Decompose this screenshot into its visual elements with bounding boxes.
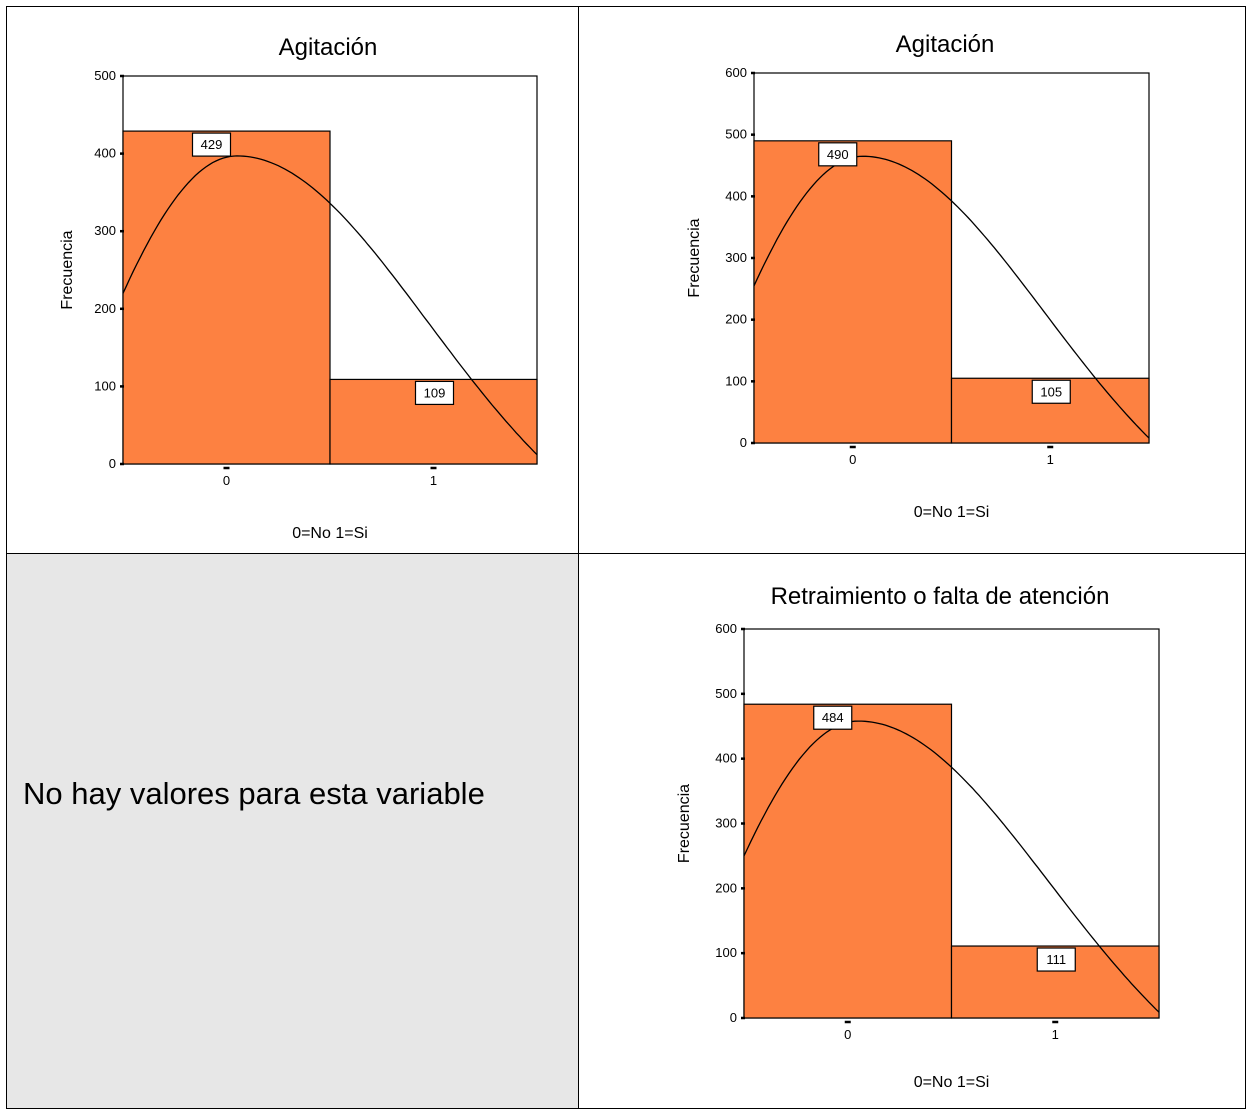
y-tick-label: 500 bbox=[94, 68, 116, 83]
y-tick-label: 400 bbox=[715, 751, 737, 766]
data-label: 105 bbox=[1040, 384, 1062, 399]
y-tick-label: 300 bbox=[94, 223, 116, 238]
data-label: 111 bbox=[1046, 952, 1066, 967]
bar-0 bbox=[122, 130, 331, 465]
y-tick-label: 300 bbox=[725, 250, 747, 265]
y-tick-label: 400 bbox=[725, 188, 747, 203]
y-axis-label: Frecuencia bbox=[676, 784, 693, 863]
y-tick-label: 500 bbox=[715, 686, 737, 701]
data-label-box bbox=[818, 142, 858, 167]
y-tick-label: 100 bbox=[715, 945, 737, 960]
empty-variable-panel: No hay valores para esta variable bbox=[6, 553, 578, 1109]
data-label-box bbox=[813, 705, 853, 730]
chart-panel-agitacion-1: 0 100 200 300 400 500 0 1 429 109 Agitación Frecuen… bbox=[6, 6, 578, 553]
data-label-box bbox=[414, 380, 455, 406]
x-tick-label: 1 bbox=[1052, 1027, 1059, 1042]
y-tick-label: 600 bbox=[725, 65, 747, 80]
x-axis-label: 0=No 1=Si bbox=[914, 504, 990, 521]
x-tick-label: 1 bbox=[430, 473, 437, 488]
data-label: 429 bbox=[201, 137, 223, 152]
data-label-box bbox=[1036, 947, 1076, 972]
x-tick-label: 0 bbox=[844, 1027, 851, 1042]
x-tick-label: 0 bbox=[849, 452, 856, 467]
normal-curve bbox=[122, 155, 538, 456]
y-axis-label: Frecuencia bbox=[686, 218, 703, 297]
no-values-message: No hay valores para esta variable bbox=[23, 776, 485, 811]
chart-title: Agitación bbox=[896, 31, 995, 58]
data-label-box bbox=[191, 132, 232, 157]
chart-title: Agitación bbox=[279, 34, 378, 61]
data-label: 484 bbox=[822, 710, 844, 725]
data-label-box bbox=[1031, 379, 1071, 404]
y-tick-label: 100 bbox=[94, 378, 116, 393]
chart-panel-agitacion-2: 0 100 200 300 400 500 600 0 1 490 105 Agitación Frec… bbox=[578, 6, 1246, 553]
chart-title: Retraimiento o falta de atención bbox=[771, 583, 1110, 610]
y-tick-label: 200 bbox=[94, 301, 116, 316]
y-tick-label: 100 bbox=[725, 373, 747, 388]
normal-curve bbox=[753, 155, 1150, 439]
y-tick-label: 600 bbox=[715, 621, 737, 636]
x-axis-label: 0=No 1=Si bbox=[292, 525, 368, 542]
x-tick-label: 0 bbox=[223, 473, 230, 488]
y-tick-label: 400 bbox=[94, 146, 116, 161]
data-label: 109 bbox=[424, 385, 446, 400]
chart-panel-retraimiento: 0 100 200 300 400 500 600 0 1 484 111 Retraimiento … bbox=[578, 553, 1246, 1109]
y-axis-label: Frecuencia bbox=[59, 230, 76, 309]
data-label: 490 bbox=[827, 147, 849, 162]
x-axis-label: 0=No 1=Si bbox=[914, 1074, 990, 1091]
y-tick-label: 0 bbox=[730, 1010, 737, 1025]
y-tick-label: 300 bbox=[715, 816, 737, 831]
chart-retraimiento: 0 100 200 300 400 500 600 0 1 484 111 Retraimiento … bbox=[676, 583, 1160, 1091]
y-tick-label: 500 bbox=[725, 127, 747, 142]
y-tick-label: 0 bbox=[740, 435, 747, 450]
x-tick-label: 1 bbox=[1047, 452, 1054, 467]
chart-agitacion-2: 0 100 200 300 400 500 600 0 1 490 105 Agitación Frec… bbox=[686, 31, 1150, 521]
y-tick-label: 200 bbox=[715, 880, 737, 895]
bar-0 bbox=[743, 703, 953, 1019]
chart-agitacion-1: 0 100 200 300 400 500 0 1 429 109 Agitación Frecuen… bbox=[59, 34, 538, 542]
y-tick-label: 200 bbox=[725, 312, 747, 327]
normal-curve bbox=[743, 720, 1160, 1013]
y-tick-label: 0 bbox=[109, 456, 116, 471]
bar-0 bbox=[753, 140, 953, 444]
